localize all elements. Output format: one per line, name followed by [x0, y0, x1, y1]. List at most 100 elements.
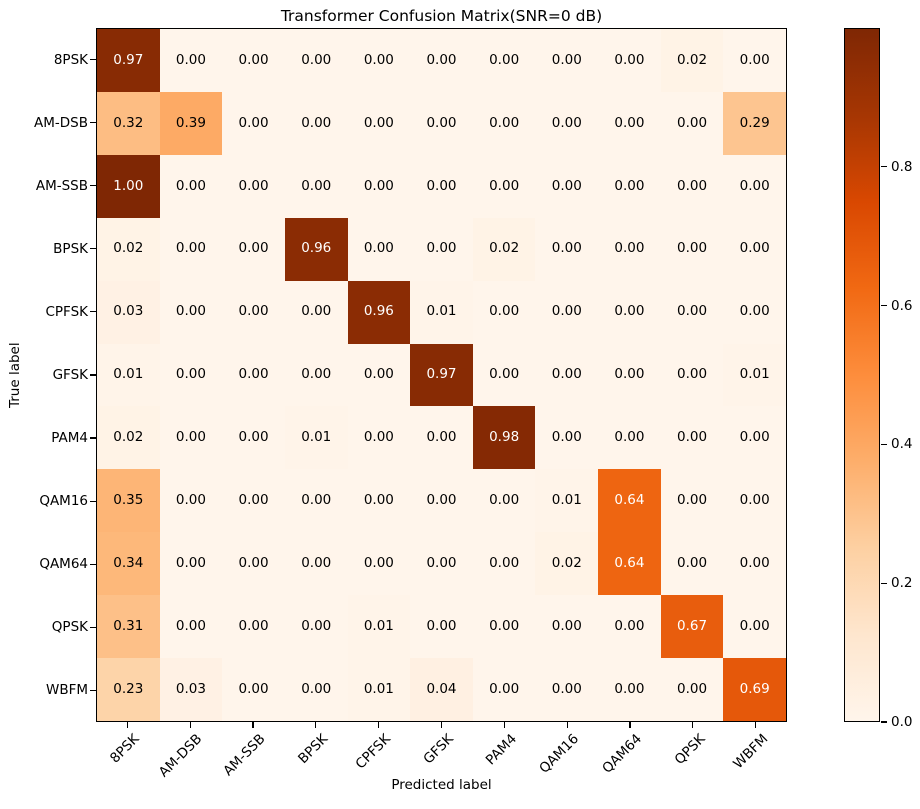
x-axis-label: Predicted label — [391, 777, 492, 793]
colorbar-tick-label: 0.8 — [891, 158, 913, 175]
heatmap-cell: 0.00 — [222, 595, 285, 659]
heatmap-cell: 0.00 — [284, 343, 348, 407]
heatmap-cell: 0.02 — [97, 406, 160, 470]
heatmap-cell: 0.00 — [472, 469, 536, 533]
heatmap-cell: 0.00 — [347, 406, 411, 470]
x-tick-label: BPSK — [295, 731, 332, 767]
heatmap-cell: 0.69 — [723, 658, 786, 721]
y-tick-mark — [90, 374, 96, 376]
x-tick-label: PAM4 — [482, 731, 520, 769]
heatmap-cell: 0.00 — [159, 154, 223, 218]
heatmap-cell: 0.00 — [535, 595, 599, 659]
chart-title: Transformer Confusion Matrix(SNR=0 dB) — [280, 7, 603, 25]
heatmap-cell: 0.00 — [284, 532, 348, 596]
heatmap-cell: 0.01 — [410, 280, 473, 344]
heatmap-cell: 0.00 — [347, 343, 411, 407]
heatmap-cell: 0.00 — [598, 595, 661, 659]
heatmap-cell: 0.00 — [410, 469, 473, 533]
heatmap-cell: 0.02 — [472, 217, 536, 281]
heatmap-cell: 0.00 — [723, 217, 786, 281]
heatmap-cell: 0.04 — [410, 658, 473, 721]
x-tick-mark — [566, 722, 568, 728]
colorbar-tick-label: 0.4 — [891, 436, 913, 453]
heatmap-cell: 0.00 — [159, 217, 223, 281]
heatmap-cell: 0.67 — [660, 595, 724, 659]
heatmap-cell: 0.64 — [598, 532, 661, 596]
heatmap-cell: 0.23 — [97, 658, 160, 721]
heatmap-cell: 0.00 — [660, 154, 724, 218]
heatmap-cell: 0.64 — [598, 469, 661, 533]
heatmap-cell: 0.00 — [472, 595, 536, 659]
x-tick-mark — [692, 722, 694, 728]
colorbar-tick-mark — [881, 443, 887, 445]
heatmap-cell: 0.00 — [660, 658, 724, 721]
x-tick-label: GFSK — [420, 731, 457, 768]
heatmap-cell: 0.00 — [410, 91, 473, 155]
heatmap-cell: 0.00 — [535, 343, 599, 407]
x-tick-mark — [189, 722, 191, 728]
heatmap-cell: 0.00 — [159, 343, 223, 407]
heatmap-cell: 0.00 — [159, 469, 223, 533]
y-tick-mark — [90, 563, 96, 565]
heatmap-cell: 0.01 — [347, 595, 411, 659]
heatmap-cell: 0.00 — [347, 154, 411, 218]
heatmap-cell: 0.00 — [535, 658, 599, 721]
y-tick-mark — [90, 248, 96, 250]
y-tick-label: QAM64 — [39, 556, 88, 573]
heatmap-cell: 0.00 — [222, 532, 285, 596]
heatmap-cell: 0.98 — [472, 406, 536, 470]
y-tick-label: 8PSK — [53, 51, 88, 68]
y-tick-mark — [90, 500, 96, 502]
heatmap-cell: 0.00 — [472, 91, 536, 155]
heatmap-cell: 0.00 — [598, 29, 661, 92]
heatmap-cell: 0.00 — [723, 406, 786, 470]
heatmap-cell: 0.00 — [723, 280, 786, 344]
heatmap-plot-area: 0.97 0.00 0.00 0.00 0.00 0.00 0.00 0.00 0.00 0.02… — [96, 28, 787, 722]
heatmap-cell: 0.97 — [97, 29, 160, 92]
heatmap-cell: 0.00 — [410, 532, 473, 596]
heatmap-cell: 0.00 — [598, 91, 661, 155]
y-tick-mark — [90, 311, 96, 313]
heatmap-cell: 0.00 — [347, 469, 411, 533]
heatmap-cell: 0.00 — [472, 658, 536, 721]
colorbar-tick-label: 0.6 — [891, 297, 913, 314]
heatmap-cell: 0.00 — [410, 29, 473, 92]
y-tick-label: QPSK — [51, 619, 88, 636]
heatmap-cell: 0.00 — [410, 154, 473, 218]
y-tick-mark — [90, 689, 96, 692]
heatmap-cell: 1.00 — [97, 154, 160, 218]
heatmap-cell: 0.00 — [535, 280, 599, 344]
heatmap-cell: 0.00 — [472, 280, 536, 344]
y-tick-mark — [90, 122, 96, 124]
heatmap-cell: 0.00 — [222, 280, 285, 344]
x-tick-label: AM-DSB — [156, 731, 206, 781]
heatmap-cell: 0.00 — [723, 154, 786, 218]
heatmap-cell: 0.00 — [347, 91, 411, 155]
heatmap-cell: 0.00 — [284, 469, 348, 533]
x-tick-mark — [440, 722, 443, 728]
heatmap-cell: 0.00 — [660, 280, 724, 344]
heatmap-cell: 0.00 — [410, 595, 473, 659]
x-tick-mark — [378, 722, 380, 728]
colorbar-tick-mark — [881, 166, 887, 168]
heatmap-cell: 0.39 — [159, 91, 223, 155]
y-tick-mark — [90, 58, 96, 61]
heatmap-cell: 0.00 — [284, 154, 348, 218]
heatmap-cell: 0.00 — [535, 217, 599, 281]
x-tick-mark — [126, 722, 128, 728]
x-tick-mark — [629, 722, 631, 728]
x-tick-mark — [754, 722, 757, 728]
heatmap-cell: 0.00 — [284, 595, 348, 659]
heatmap-cell: 0.00 — [347, 217, 411, 281]
heatmap-cell: 0.00 — [159, 29, 223, 92]
heatmap-cell: 0.01 — [723, 343, 786, 407]
heatmap-cell: 0.00 — [598, 343, 661, 407]
heatmap-grid: 0.97 0.00 0.00 0.00 0.00 0.00 0.00 0.00 0.00 0.02… — [97, 29, 786, 721]
heatmap-cell: 0.00 — [472, 343, 536, 407]
heatmap-cell: 0.00 — [723, 532, 786, 596]
y-tick-label: WBFM — [45, 682, 88, 699]
heatmap-cell: 0.00 — [222, 154, 285, 218]
heatmap-cell: 0.00 — [284, 280, 348, 344]
heatmap-cell: 0.00 — [535, 406, 599, 470]
